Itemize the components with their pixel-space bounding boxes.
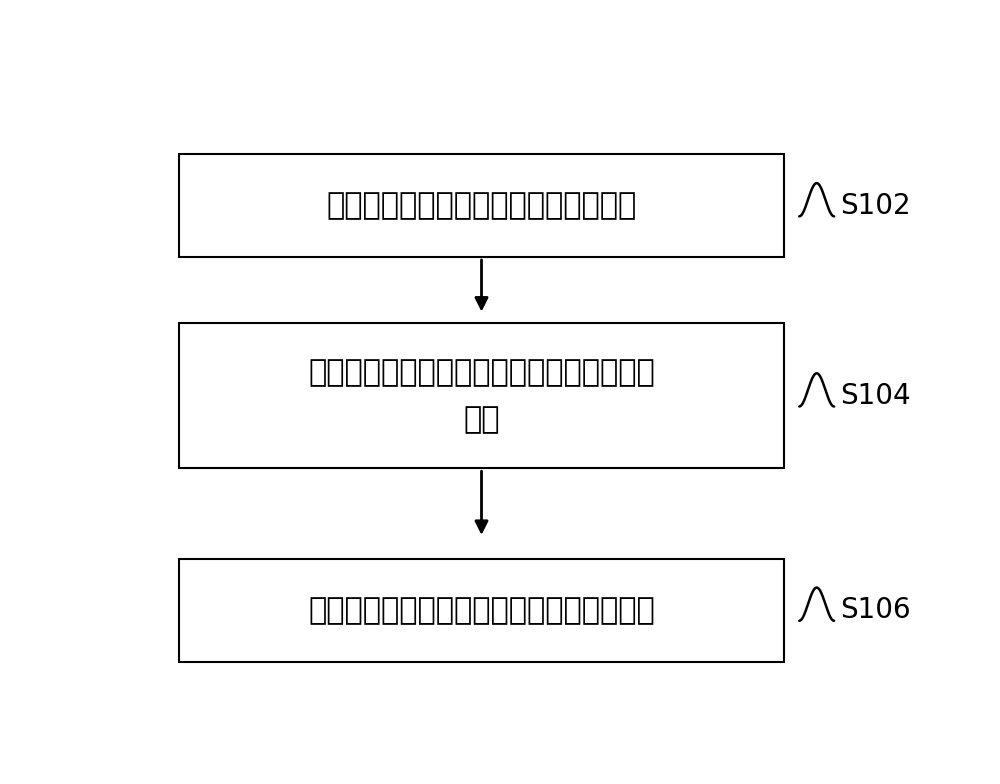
Text: S104: S104 [840,382,911,410]
Text: S102: S102 [840,192,911,220]
Bar [179,559,784,662]
Text: S106: S106 [840,596,911,624]
Bar [179,154,784,257]
Bar [179,324,784,468]
Text: 对图像数据进行识别，确定目标对象的当前
状态: 对图像数据进行识别，确定目标对象的当前 状态 [308,358,655,434]
Text: 基于当前状态，确定是否进入预定工作模式: 基于当前状态，确定是否进入预定工作模式 [308,596,655,625]
Text: 接收零终端发送的目标对象的图像数据: 接收零终端发送的目标对象的图像数据 [326,191,637,220]
